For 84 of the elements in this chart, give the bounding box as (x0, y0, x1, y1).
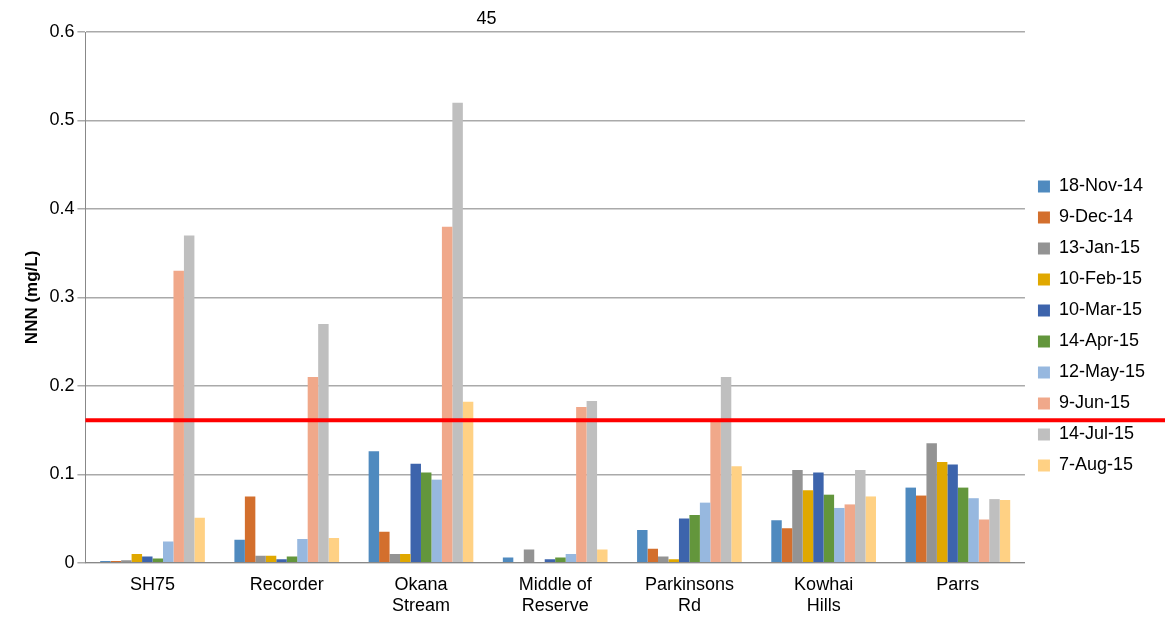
bar (297, 538, 308, 563)
bar (771, 520, 782, 563)
bar (989, 499, 1000, 563)
legend-label: 12-May-15 (1058, 361, 1146, 382)
bar (668, 559, 679, 563)
bar (142, 556, 153, 563)
bar (823, 494, 835, 563)
bar (410, 463, 421, 563)
legend-label: 7-Aug-15 (1058, 454, 1134, 475)
bar (328, 538, 340, 563)
text: 45 (476, 7, 497, 28)
bar (947, 464, 958, 563)
bar (173, 270, 184, 563)
bar (555, 557, 566, 563)
x-tick-label: Kowhai Hills (794, 573, 854, 616)
bar (699, 502, 711, 563)
bar (586, 400, 598, 563)
bar (720, 377, 732, 563)
bar (431, 479, 442, 563)
bar (152, 558, 163, 563)
y-tick-label: 0.6 (49, 20, 75, 41)
bar (131, 553, 143, 563)
bar (844, 504, 856, 563)
y-tick-label: 0.3 (49, 286, 75, 307)
bar (999, 499, 1011, 563)
x-tick-label: Middle of Reserve (518, 573, 593, 616)
legend-label: 13-Jan-15 (1058, 237, 1141, 258)
bar (689, 515, 700, 563)
x-tick-label: Recorder (249, 573, 324, 594)
bar (420, 472, 432, 563)
bar (441, 226, 453, 563)
bar (781, 528, 793, 563)
x-tick-label: Parrs (936, 573, 980, 594)
bar (678, 518, 690, 563)
y-axis-title: NNN (mg/L) (21, 250, 41, 345)
bar (905, 487, 916, 563)
y-tick-label: 0.1 (49, 463, 75, 484)
bar (710, 421, 721, 563)
bar (307, 377, 319, 563)
bar (183, 235, 195, 563)
x-tick-label: Okana Stream (391, 573, 450, 616)
legend-label: 10-Feb-15 (1058, 268, 1143, 289)
bar (597, 549, 608, 563)
bar (318, 323, 329, 563)
bar (802, 490, 814, 563)
bar (978, 519, 990, 563)
legend-label: 14-Jul-15 (1058, 423, 1135, 444)
bar (915, 495, 927, 563)
bar (957, 487, 969, 563)
legend-label: 18-Nov-14 (1058, 175, 1144, 196)
bar (647, 548, 659, 563)
bar (865, 496, 876, 563)
bar (276, 559, 287, 563)
y-tick-label: 0.5 (49, 109, 75, 130)
y-tick-label: 0 (64, 551, 75, 572)
bar (855, 469, 866, 563)
x-tick-label: Parkinsons Rd (644, 573, 734, 616)
bar (936, 461, 948, 563)
bar (452, 102, 463, 563)
bar (265, 555, 277, 563)
bar (462, 401, 474, 563)
legend-label: 9-Jun-15 (1058, 392, 1131, 413)
bar (502, 557, 514, 563)
legend-label: 10-Mar-15 (1058, 299, 1142, 320)
bar (194, 517, 205, 563)
bar (400, 553, 411, 563)
bar (731, 466, 742, 563)
bar (544, 559, 556, 563)
bar (234, 539, 245, 563)
bar (968, 498, 979, 563)
bar (637, 530, 648, 563)
bar (576, 407, 587, 563)
legend-label: 9-Dec-14 (1058, 206, 1133, 227)
bar (163, 541, 174, 563)
x-tick-label: SH75 (130, 573, 176, 594)
bar (244, 496, 256, 563)
y-tick-label: 0.2 (49, 374, 75, 395)
y-tick-label: 0.4 (49, 197, 75, 218)
bar (368, 451, 380, 563)
bar (813, 472, 824, 563)
bar (834, 507, 845, 563)
legend-label: 14-Apr-15 (1058, 330, 1140, 351)
bar (565, 553, 577, 563)
bar (379, 531, 390, 563)
